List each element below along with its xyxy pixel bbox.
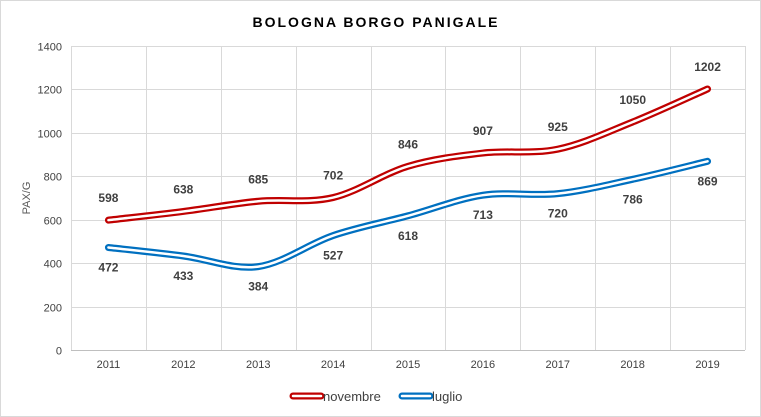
x-tick-label: 2014 <box>321 359 345 371</box>
data-label-novembre: 638 <box>173 182 193 196</box>
series-lines <box>104 85 712 271</box>
data-label-novembre: 702 <box>323 169 343 183</box>
x-tick-label: 2015 <box>396 359 420 371</box>
data-label-luglio: 527 <box>323 249 343 263</box>
y-tick-label: 800 <box>44 172 62 184</box>
axes: 0 200 400 600 800 1000 1200 1400 2011 2012 2013 201… <box>38 42 745 371</box>
x-tick-label: 2013 <box>246 359 270 371</box>
data-label-luglio: 472 <box>98 261 118 275</box>
data-label-luglio: 433 <box>173 269 193 283</box>
y-tick-label: 400 <box>44 259 62 271</box>
legend-label: luglio <box>432 389 462 404</box>
data-label-novembre: 685 <box>248 172 268 186</box>
x-tick-label: 2012 <box>171 359 195 371</box>
x-tick-label: 2018 <box>620 359 644 371</box>
data-label-luglio: 713 <box>473 208 493 222</box>
data-label-luglio: 618 <box>398 229 418 243</box>
data-label-luglio: 869 <box>698 174 718 188</box>
legend-item-novembre: novembre <box>289 389 381 404</box>
y-tick-label: 1200 <box>38 85 62 97</box>
data-label-novembre: 1050 <box>619 93 646 107</box>
y-tick-label: 600 <box>44 216 62 228</box>
series-novembre <box>104 85 712 224</box>
legend: novembre luglio <box>289 389 462 404</box>
y-tick-label: 200 <box>44 303 62 315</box>
data-label-luglio: 384 <box>248 280 268 294</box>
series-line-outer <box>104 85 712 224</box>
legend-label: novembre <box>323 389 381 404</box>
x-tick-label: 2017 <box>546 359 570 371</box>
x-tick-label: 2016 <box>471 359 495 371</box>
data-label-luglio: 720 <box>548 207 568 221</box>
y-axis-title: PAX/G <box>21 182 33 215</box>
chart-title: BOLOGNA BORGO PANIGALE <box>253 14 500 30</box>
gridlines <box>71 46 746 350</box>
series-line-inner <box>107 87 709 222</box>
x-tick-label: 2011 <box>97 359 121 371</box>
series-line-inner <box>107 160 709 269</box>
data-label-novembre: 925 <box>548 120 568 134</box>
data-label-luglio: 786 <box>623 192 643 206</box>
legend-item-luglio: luglio <box>398 389 462 404</box>
y-tick-label: 1400 <box>38 42 62 54</box>
series-luglio <box>104 157 712 271</box>
y-tick-label: 0 <box>56 346 62 358</box>
data-label-novembre: 907 <box>473 124 493 138</box>
data-label-novembre: 846 <box>398 137 418 151</box>
data-label-novembre: 598 <box>98 191 118 205</box>
x-tick-label: 2019 <box>695 359 719 371</box>
data-label-novembre: 1202 <box>694 60 721 74</box>
series-line-outer <box>104 157 712 271</box>
data-labels: 598 638 685 702 846 907 925 1050 1202 472 433 384 52… <box>98 60 721 294</box>
y-tick-label: 1000 <box>38 129 62 141</box>
